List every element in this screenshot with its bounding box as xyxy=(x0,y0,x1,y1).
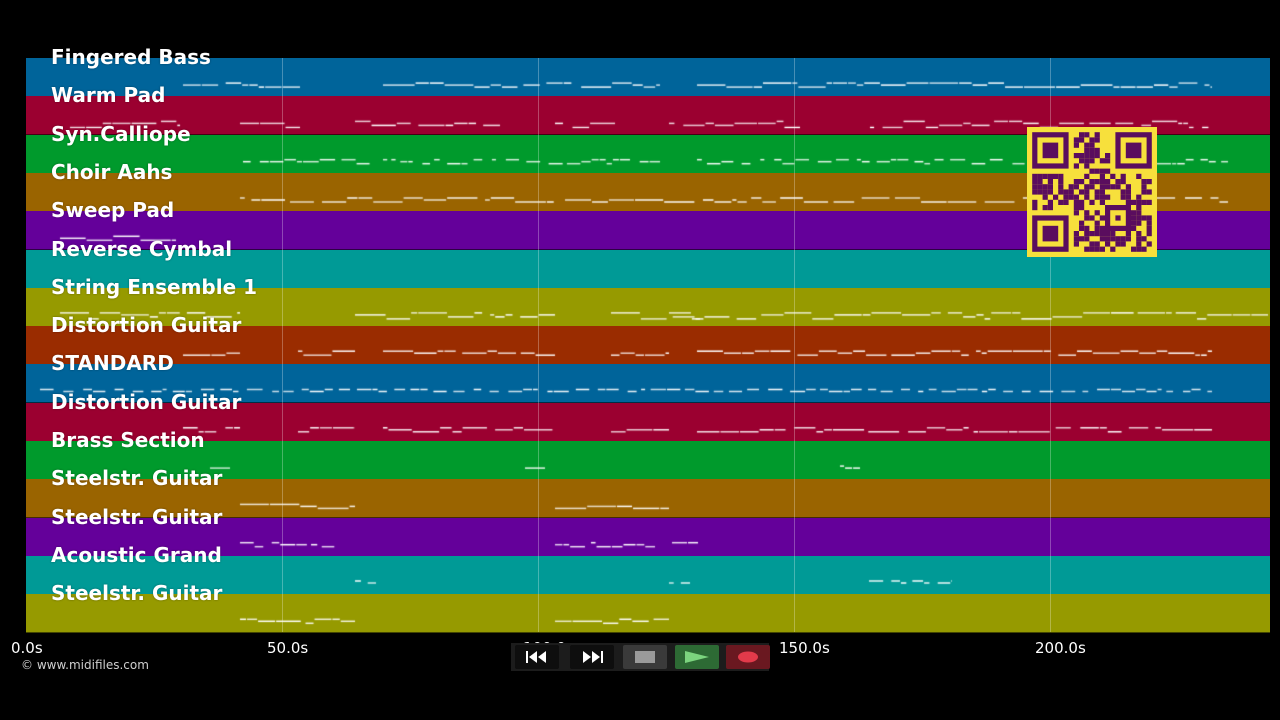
track-name: Warm Pad xyxy=(51,83,166,108)
track-name: STANDARD xyxy=(51,351,174,376)
play-button[interactable] xyxy=(675,645,719,669)
track-lane xyxy=(26,58,1270,97)
stop-icon xyxy=(635,651,655,663)
track-name: Fingered Bass xyxy=(51,45,211,69)
gridline xyxy=(538,58,539,632)
track-name: Syn.Calliope xyxy=(51,121,191,146)
record-button[interactable] xyxy=(726,645,770,669)
gridline xyxy=(794,58,795,632)
track-name: Steelstr. Guitar xyxy=(51,466,223,491)
time-tick-label: 150.0s xyxy=(779,639,830,657)
time-tick-label: 200.0s xyxy=(1035,639,1086,657)
track-name: String Ensemble 1 xyxy=(51,274,258,299)
rewind-icon xyxy=(526,651,546,663)
fast-forward-button[interactable] xyxy=(570,645,614,669)
time-tick-label: 50.0s xyxy=(267,639,309,657)
fast-forward-icon xyxy=(583,651,603,663)
qr-code xyxy=(1027,127,1157,257)
track-name: Steelstr. Guitar xyxy=(51,581,223,606)
time-tick-label: 0.0s xyxy=(11,639,43,657)
copyright-text: © www.midifiles.com xyxy=(21,658,149,672)
track-name: Steelstr. Guitar xyxy=(51,504,223,529)
track-name: Reverse Cymbal xyxy=(51,236,233,261)
track-name: Brass Section xyxy=(51,428,205,452)
gridline xyxy=(282,58,283,632)
play-icon xyxy=(685,651,709,663)
track-name: Distortion Guitar xyxy=(51,313,242,338)
stop-button[interactable] xyxy=(623,645,667,669)
track-name: Choir Aahs xyxy=(51,159,173,184)
rewind-button[interactable] xyxy=(515,645,559,669)
track-name: Sweep Pad xyxy=(51,198,175,223)
track-name: Distortion Guitar xyxy=(51,389,242,414)
record-icon xyxy=(738,651,758,663)
track-name: Acoustic Grand xyxy=(51,542,222,567)
playback-controls xyxy=(511,643,770,671)
